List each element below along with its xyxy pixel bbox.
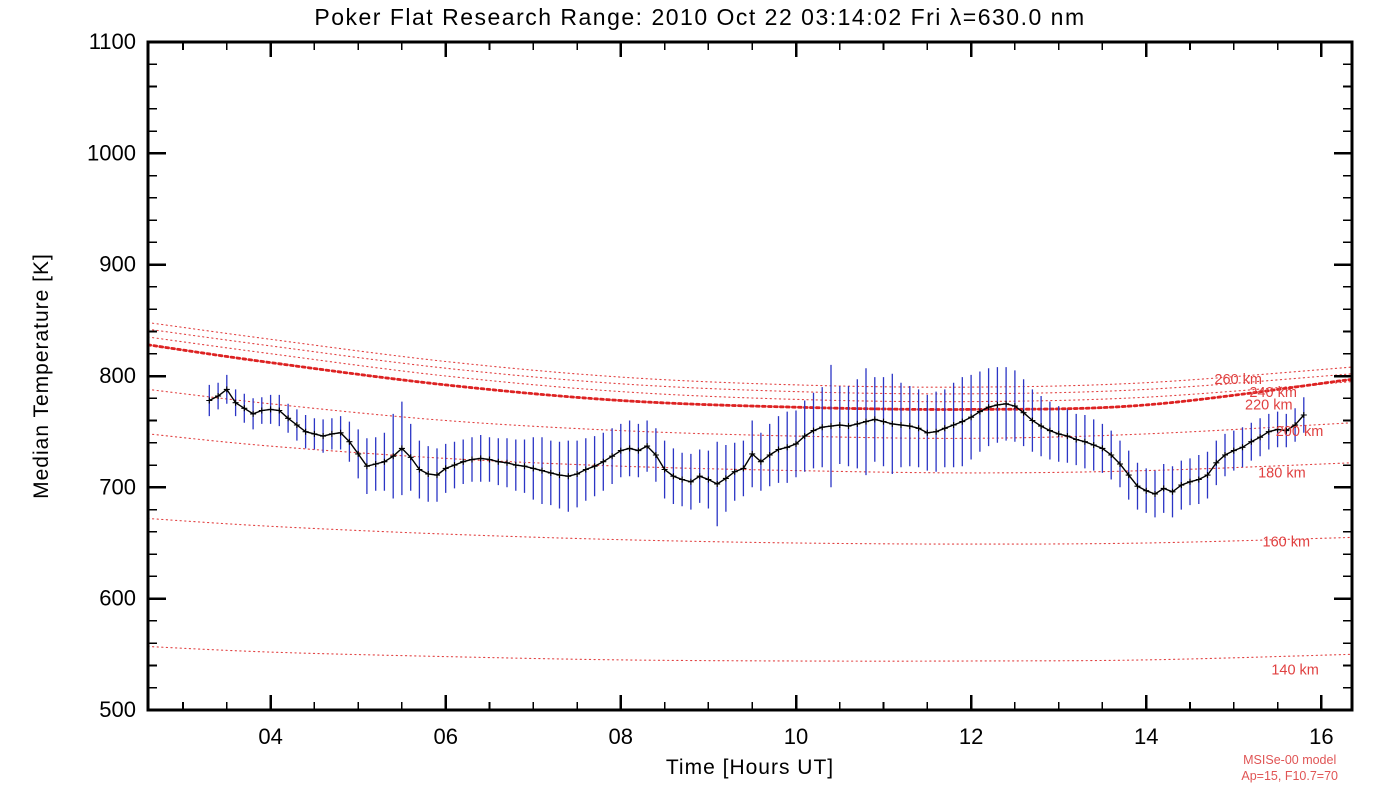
major-ticks — [148, 40, 1352, 712]
chart-title: Poker Flat Research Range: 2010 Oct 22 0… — [314, 4, 1086, 30]
y-tick-label: 900 — [99, 252, 136, 277]
axes-box — [146, 40, 1354, 712]
x-tick-label: 12 — [959, 724, 983, 749]
x-tick-label: 04 — [258, 724, 282, 749]
x-tick-label: 10 — [784, 724, 808, 749]
y-tick-labels: 500 600 700 800 900 1000 1100 — [87, 29, 136, 722]
model-annotation-name: MSISe-00 model — [1243, 753, 1337, 767]
x-tick-label: 06 — [433, 724, 457, 749]
axes-group — [146, 40, 1354, 712]
x-tick-labels: 04 06 08 10 12 14 16 — [258, 724, 1333, 749]
y-tick-label: 500 — [99, 697, 136, 722]
y-tick-label: 800 — [99, 363, 136, 388]
model-curve-label-240km: 240 km — [1249, 385, 1297, 401]
model-curve-label-200km: 200 km — [1276, 424, 1324, 440]
measurement-line — [208, 388, 1305, 495]
ticks-group — [148, 40, 1352, 712]
y-tick-label: 700 — [99, 474, 136, 499]
model-curve-180km — [147, 433, 1353, 474]
measurement-line-group — [208, 388, 1305, 495]
x-tick-label: 16 — [1309, 724, 1333, 749]
x-axis-label: Time [Hours UT] — [665, 756, 835, 779]
model-curve-label-180km: 180 km — [1258, 465, 1306, 481]
minor-ticks — [148, 42, 1352, 710]
model-curve-label-260km: 260 km — [1214, 372, 1262, 388]
model-curve-label-140km: 140 km — [1271, 662, 1319, 678]
model-annotation-params: Ap=15, F10.7=70 — [1241, 768, 1338, 783]
measurement-markers-group — [206, 386, 1307, 497]
x-tick-label: 14 — [1134, 724, 1158, 749]
y-tick-label: 600 — [99, 586, 136, 611]
error-bars-group — [208, 364, 1305, 527]
model-curve-200km — [147, 388, 1353, 439]
model-curves — [146, 322, 1354, 662]
model-curve-260km — [147, 322, 1353, 388]
model-curve-140km — [147, 645, 1353, 662]
x-tick-label: 08 — [609, 724, 633, 749]
error-bars — [208, 364, 1305, 527]
model-curve-label-220km: 220 km — [1245, 397, 1293, 413]
measurement-markers — [206, 386, 1307, 497]
model-curve-label-160km: 160 km — [1263, 534, 1311, 550]
model-curve-bold — [146, 343, 1354, 411]
model-curve-240km — [147, 328, 1353, 395]
y-tick-label: 1100 — [89, 29, 136, 54]
y-tick-label: 1000 — [87, 140, 136, 165]
model-curve-220km — [147, 336, 1353, 403]
model-annotation: MSISe-00 model Ap=15, F10.7=70 — [1241, 753, 1338, 784]
model-curve-160km — [147, 517, 1353, 545]
